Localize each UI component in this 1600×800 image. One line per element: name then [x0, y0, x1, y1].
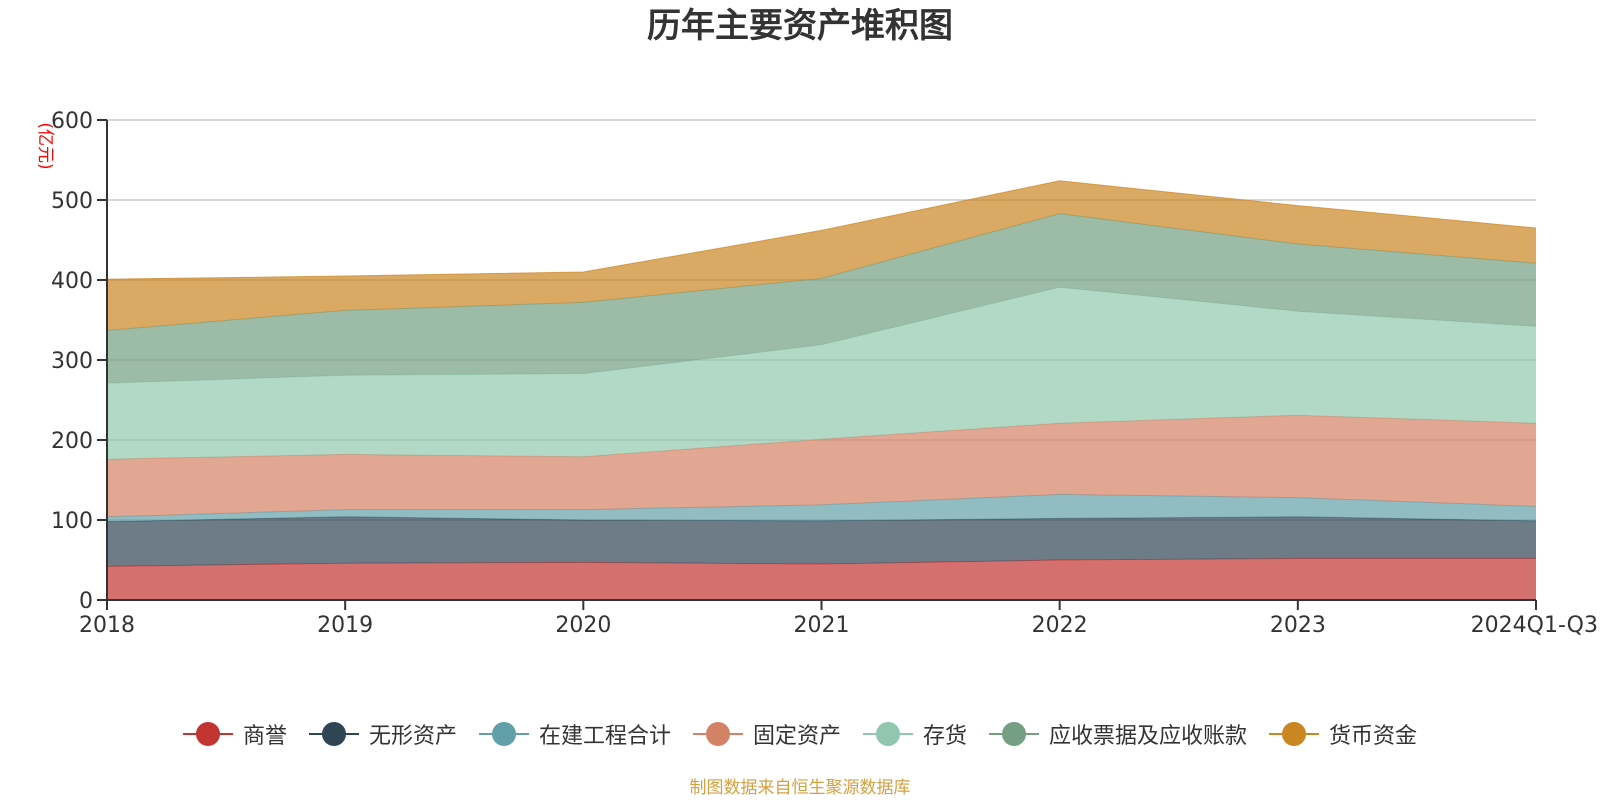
x-tick-label: 2023	[1270, 613, 1326, 638]
legend-label: 无形资产	[368, 724, 457, 749]
area-series-2	[107, 494, 1536, 522]
y-axis-unit-label: (亿元)	[35, 122, 55, 169]
y-tick-label: 300	[51, 349, 93, 374]
area-series-3	[107, 415, 1536, 517]
legend-label: 在建工程合计	[538, 724, 671, 749]
y-tick-label: 500	[51, 189, 93, 214]
legend-item[interactable]: 无形资产	[308, 718, 457, 750]
area-series-0	[107, 558, 1536, 600]
legend-swatch-icon	[182, 721, 233, 747]
x-tick-label: 2021	[794, 613, 850, 638]
area-series-5	[107, 213, 1536, 384]
legend-label: 固定资产	[752, 724, 841, 749]
legend-item[interactable]: 商誉	[182, 718, 287, 750]
legend: 商誉 无形资产 在建工程合计 固定资产 存货 应收票据及应收账款 货币资金	[0, 714, 1600, 754]
legend-swatch-icon	[478, 721, 529, 747]
legend-swatch-icon	[863, 721, 913, 747]
y-tick-label: 600	[51, 109, 93, 134]
source-note: 制图数据来自恒生聚源数据库	[689, 778, 911, 798]
area-edge-6	[106, 180, 1537, 280]
x-tick-label: 2019	[317, 613, 373, 638]
legend-label: 货币资金	[1329, 724, 1418, 749]
y-tick-label: 100	[51, 509, 93, 534]
legend-label: 存货	[923, 724, 968, 749]
legend-item[interactable]: 存货	[863, 718, 967, 750]
chart-title: 历年主要资产堆积图	[647, 6, 953, 46]
legend-item[interactable]: 货币资金	[1269, 718, 1417, 750]
legend-label: 应收票据及应收账款	[1049, 724, 1248, 749]
area-layer	[106, 180, 1537, 600]
area-series-6	[107, 180, 1536, 331]
y-tick-label: 0	[79, 589, 93, 614]
x-tick-label: 2022	[1032, 613, 1088, 638]
legend-item[interactable]: 在建工程合计	[478, 718, 671, 750]
x-tick-label: 2024Q1-Q3	[1471, 613, 1598, 638]
legend-label: 商誉	[242, 724, 287, 749]
legend-item[interactable]: 应收票据及应收账款	[989, 718, 1247, 750]
x-tick-label: 2018	[79, 613, 135, 638]
axis-layer: 0 100 200 300 400 500 600 2018 2019 2020 2021 2022 2…	[51, 109, 1598, 638]
y-tick-label: 200	[51, 429, 93, 454]
legend-item[interactable]: 固定资产	[692, 718, 841, 750]
legend-swatch-icon	[308, 721, 359, 747]
legend-swatch-icon	[989, 721, 1040, 747]
legend-swatch-icon	[692, 721, 743, 747]
y-tick-label: 400	[51, 269, 93, 294]
area-series-1	[107, 516, 1536, 567]
area-series-4	[107, 287, 1536, 460]
x-tick-label: 2020	[555, 613, 611, 638]
legend-swatch-icon	[1269, 721, 1320, 747]
